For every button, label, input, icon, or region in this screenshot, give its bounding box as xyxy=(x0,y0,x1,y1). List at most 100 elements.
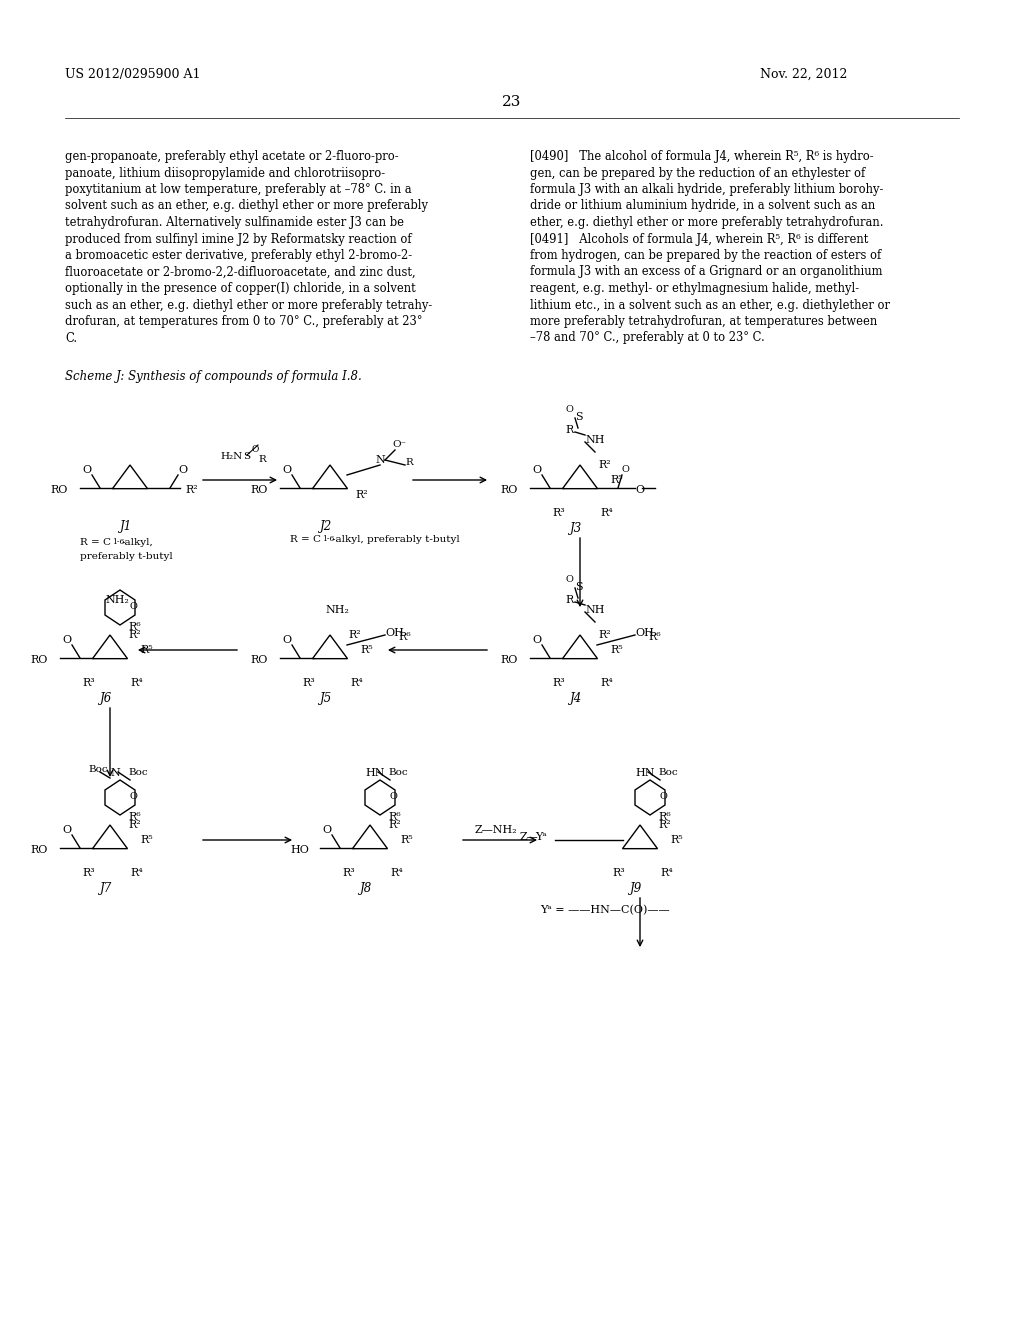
Text: 1-6: 1-6 xyxy=(112,539,124,546)
Text: lithium etc., in a solvent such as an ether, e.g. diethylether or: lithium etc., in a solvent such as an et… xyxy=(530,298,890,312)
Text: R⁶: R⁶ xyxy=(398,632,411,642)
Text: such as an ether, e.g. diethyl ether or more preferably tetrahy-: such as an ether, e.g. diethyl ether or … xyxy=(65,298,432,312)
Text: gen, can be prepared by the reduction of an ethylester of: gen, can be prepared by the reduction of… xyxy=(530,166,865,180)
Text: a bromoacetic ester derivative, preferably ethyl 2-bromo-2-: a bromoacetic ester derivative, preferab… xyxy=(65,249,412,261)
Text: J8: J8 xyxy=(360,882,373,895)
Text: RO: RO xyxy=(50,484,68,495)
Text: R²: R² xyxy=(355,490,368,500)
Text: R: R xyxy=(565,425,573,436)
Text: O: O xyxy=(130,602,138,611)
Text: Z—NH₂: Z—NH₂ xyxy=(475,825,517,836)
Text: Boc: Boc xyxy=(388,768,408,777)
Text: O: O xyxy=(82,465,91,475)
Text: R²: R² xyxy=(128,630,140,640)
Text: R²: R² xyxy=(128,820,140,830)
Text: O: O xyxy=(622,465,630,474)
Text: O: O xyxy=(62,635,71,645)
Text: R⁵: R⁵ xyxy=(140,836,153,845)
Text: O: O xyxy=(282,635,291,645)
Text: Boc: Boc xyxy=(128,768,147,777)
Text: O: O xyxy=(252,445,259,454)
Text: optionally in the presence of copper(I) chloride, in a solvent: optionally in the presence of copper(I) … xyxy=(65,282,416,294)
Text: tetrahydrofuran. Alternatively sulfinamide ester J3 can be: tetrahydrofuran. Alternatively sulfinami… xyxy=(65,216,404,228)
Text: 23: 23 xyxy=(503,95,521,110)
Text: R⁶: R⁶ xyxy=(128,812,140,822)
Text: 1-6: 1-6 xyxy=(322,535,335,543)
Text: R²: R² xyxy=(598,459,610,470)
Text: R⁴: R⁴ xyxy=(350,678,362,688)
Text: Z—: Z— xyxy=(520,832,539,842)
Text: O: O xyxy=(130,792,138,801)
Text: Boc: Boc xyxy=(658,768,678,777)
Text: R⁵: R⁵ xyxy=(610,645,623,655)
Text: R⁶: R⁶ xyxy=(388,812,400,822)
Text: O: O xyxy=(178,465,187,475)
Text: R⁶: R⁶ xyxy=(128,622,140,632)
Text: Yᵃ = ——HN—C(O)——: Yᵃ = ——HN—C(O)—— xyxy=(540,906,670,915)
Text: H₂N: H₂N xyxy=(220,451,243,461)
Text: –78 and 70° C., preferably at 0 to 23° C.: –78 and 70° C., preferably at 0 to 23° C… xyxy=(530,331,765,345)
Text: R³: R³ xyxy=(342,869,354,878)
Text: J5: J5 xyxy=(319,692,332,705)
Text: R²: R² xyxy=(658,820,671,830)
Text: drofuran, at temperatures from 0 to 70° C., preferably at 23°: drofuran, at temperatures from 0 to 70° … xyxy=(65,315,423,327)
Text: O: O xyxy=(532,465,541,475)
Text: R³: R³ xyxy=(302,678,314,688)
Text: RO: RO xyxy=(250,655,267,665)
Text: R⁵: R⁵ xyxy=(610,475,623,484)
Text: Yᵃ: Yᵃ xyxy=(535,832,547,842)
Text: -alkyl, preferably t-butyl: -alkyl, preferably t-butyl xyxy=(332,535,460,544)
Text: OH: OH xyxy=(385,628,403,638)
Text: S: S xyxy=(575,582,583,591)
Text: R³: R³ xyxy=(612,869,625,878)
Text: R⁶: R⁶ xyxy=(648,632,660,642)
Text: J3: J3 xyxy=(570,521,583,535)
Text: preferably t-butyl: preferably t-butyl xyxy=(80,552,173,561)
Text: R⁴: R⁴ xyxy=(390,869,402,878)
Text: O: O xyxy=(565,576,572,583)
Text: formula J3 with an alkali hydride, preferably lithium borohy-: formula J3 with an alkali hydride, prefe… xyxy=(530,183,884,195)
Text: poxytitanium at low temperature, preferably at –78° C. in a: poxytitanium at low temperature, prefera… xyxy=(65,183,412,195)
Text: R⁵: R⁵ xyxy=(360,645,373,655)
Text: R⁴: R⁴ xyxy=(600,678,612,688)
Text: gen-propanoate, preferably ethyl acetate or 2-fluoro-pro-: gen-propanoate, preferably ethyl acetate… xyxy=(65,150,398,162)
Text: RO: RO xyxy=(30,655,47,665)
Text: Nov. 22, 2012: Nov. 22, 2012 xyxy=(760,69,848,81)
Text: R⁵: R⁵ xyxy=(140,645,153,655)
Text: C.: C. xyxy=(65,331,77,345)
Text: R⁴: R⁴ xyxy=(130,678,142,688)
Text: O⁻: O⁻ xyxy=(392,440,407,449)
Text: OH: OH xyxy=(635,628,654,638)
Text: RO: RO xyxy=(500,655,517,665)
Text: N: N xyxy=(375,455,385,465)
Text: S: S xyxy=(243,451,250,461)
Text: RO: RO xyxy=(250,484,267,495)
Text: HN: HN xyxy=(635,768,654,777)
Text: more preferably tetrahydrofuran, at temperatures between: more preferably tetrahydrofuran, at temp… xyxy=(530,315,878,327)
Text: Scheme J: Synthesis of compounds of formula I.8.: Scheme J: Synthesis of compounds of form… xyxy=(65,370,361,383)
Text: R: R xyxy=(565,595,573,605)
Text: J6: J6 xyxy=(100,692,113,705)
Text: O: O xyxy=(282,465,291,475)
Text: J1: J1 xyxy=(120,520,132,533)
Text: reagent, e.g. methyl- or ethylmagnesium halide, methyl-: reagent, e.g. methyl- or ethylmagnesium … xyxy=(530,282,859,294)
Text: S: S xyxy=(575,412,583,422)
Text: R³: R³ xyxy=(552,678,565,688)
Text: R⁵: R⁵ xyxy=(670,836,683,845)
Text: J4: J4 xyxy=(570,692,583,705)
Text: HO: HO xyxy=(290,845,309,855)
Text: NH₂: NH₂ xyxy=(325,605,349,615)
Text: formula J3 with an excess of a Grignard or an organolithium: formula J3 with an excess of a Grignard … xyxy=(530,265,883,279)
Text: R⁴: R⁴ xyxy=(600,508,612,517)
Text: HN: HN xyxy=(365,768,384,777)
Text: O: O xyxy=(532,635,541,645)
Text: produced from sulfinyl imine J2 by Reformatsky reaction of: produced from sulfinyl imine J2 by Refor… xyxy=(65,232,412,246)
Text: R²: R² xyxy=(185,484,198,495)
Text: O: O xyxy=(635,484,644,495)
Text: J9: J9 xyxy=(630,882,642,895)
Text: NH: NH xyxy=(585,436,604,445)
Text: R⁴: R⁴ xyxy=(130,869,142,878)
Text: fluoroacetate or 2-bromo-2,2-difluoroacetate, and zinc dust,: fluoroacetate or 2-bromo-2,2-difluoroace… xyxy=(65,265,416,279)
Text: R⁶: R⁶ xyxy=(658,812,671,822)
Text: [0490]   The alcohol of formula J4, wherein R⁵, R⁶ is hydro-: [0490] The alcohol of formula J4, wherei… xyxy=(530,150,873,162)
